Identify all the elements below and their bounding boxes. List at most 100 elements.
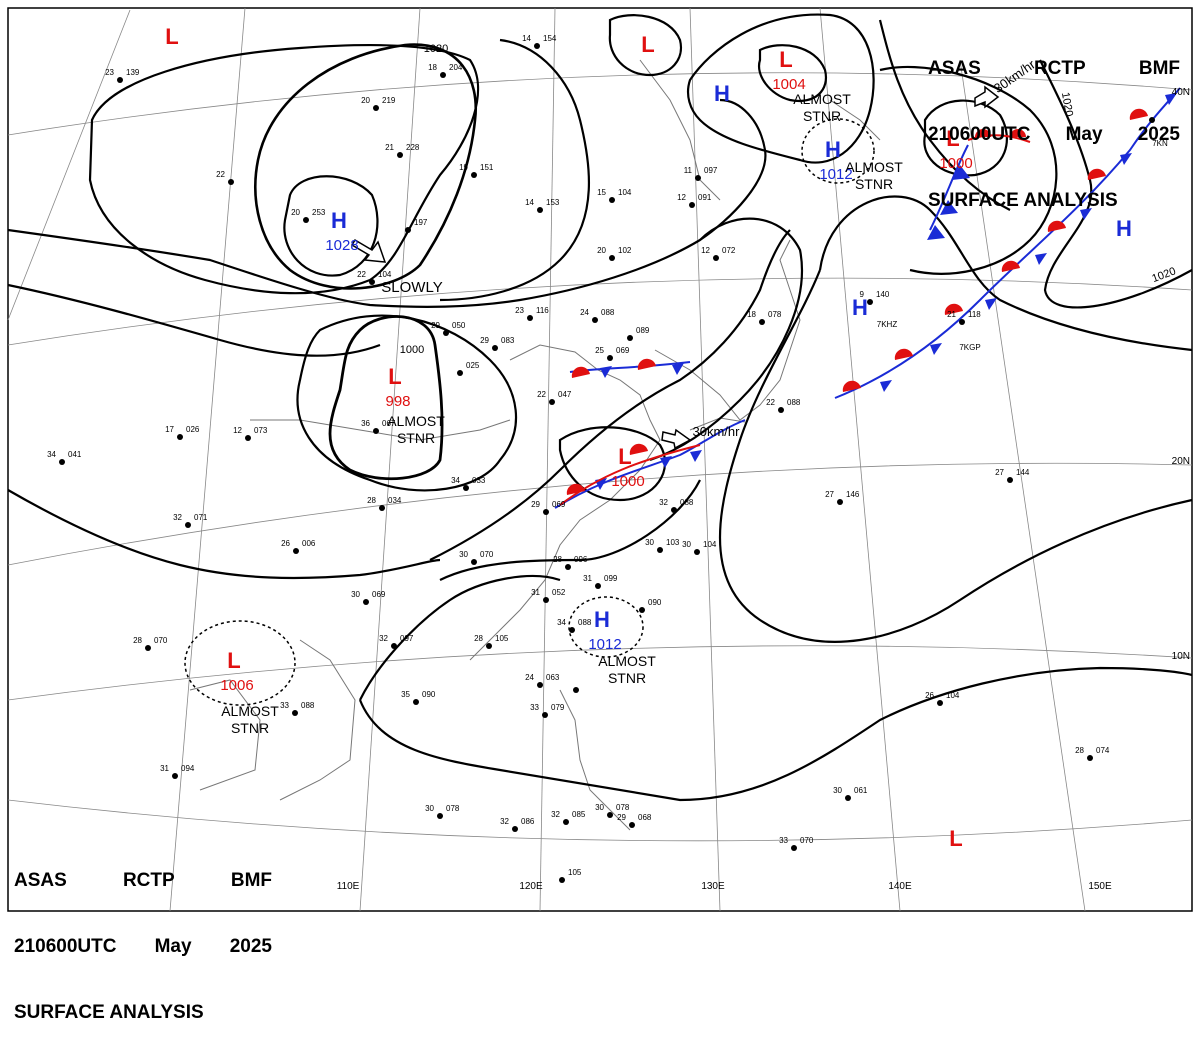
station-pressure: 088 <box>301 701 315 710</box>
station-temperature: 12 <box>233 426 242 435</box>
station-pressure: 118 <box>968 310 981 319</box>
station-temperature: 31 <box>160 764 169 773</box>
station-temperature: 24 <box>525 673 534 682</box>
station-temperature: 30 <box>645 538 654 547</box>
longitude-label: 150E <box>1088 881 1112 892</box>
station-pressure: 116 <box>536 306 549 315</box>
station-temperature: 33 <box>530 703 539 712</box>
station-pressure: 063 <box>546 673 560 682</box>
low-center: L <box>946 126 959 151</box>
station-pressure: 085 <box>572 810 586 819</box>
low-center: L <box>618 444 631 469</box>
header-agency: ASAS <box>14 870 67 891</box>
station-temperature: 30 <box>351 590 360 599</box>
center-pressure-value: 1006 <box>220 677 253 694</box>
station-pressure: 154 <box>543 34 557 43</box>
station-pressure: 197 <box>414 218 428 227</box>
station-pressure: 099 <box>604 574 618 583</box>
station-pressure: 052 <box>552 588 566 597</box>
cold-fronts <box>554 87 1181 509</box>
longitude-label: 130E <box>701 881 725 892</box>
station-pressure: 069 <box>616 346 630 355</box>
longitude-gridlines <box>7 7 1086 912</box>
station-pressure: 091 <box>698 193 712 202</box>
station-temperature: 23 <box>515 306 524 315</box>
station-pressure: 088 <box>787 398 801 407</box>
station-temperature: 22 <box>766 398 775 407</box>
station-pressure: 078 <box>446 804 460 813</box>
stationary-annotation: ALMOST <box>598 653 656 669</box>
station-temperature: 34 <box>451 476 460 485</box>
station-pressure: 025 <box>466 361 480 370</box>
station-temperature: 26 <box>925 691 934 700</box>
station-pressure: 086 <box>521 817 535 826</box>
station-pressure: 104 <box>618 188 632 197</box>
warm-front-semicircles <box>566 108 1148 495</box>
low-center: L <box>949 826 962 851</box>
longitude-label: 110E <box>337 881 360 892</box>
station-pressure: 083 <box>501 336 515 345</box>
latitude-label: 20N <box>1172 456 1190 467</box>
weather-map: L L L 1004 H H 1012 L 1000 H 1028 L 998 H H L 1000 H 1012 L… <box>7 7 1193 912</box>
header-time: 210600UTC <box>928 124 1031 145</box>
station-temperature: 28 <box>367 496 376 505</box>
station-pressure: 034 <box>388 496 402 505</box>
isobar-label: 1020 <box>1059 91 1075 117</box>
map-border <box>7 7 1193 912</box>
isobars <box>7 13 1193 802</box>
low-center: L <box>641 32 654 57</box>
station-temperature: 23 <box>105 68 114 77</box>
stationary-annotation: ALMOST <box>793 91 851 107</box>
center-pressure-value: 1000 <box>939 155 972 172</box>
station-temperature: 11 <box>684 166 693 175</box>
stationary-annotation: STNR <box>397 430 435 446</box>
station-temperature: 21 <box>947 310 956 319</box>
stationary-annotation: ALMOST <box>387 413 445 429</box>
station-pressure: 139 <box>126 68 140 77</box>
station-temperature: 32 <box>379 634 388 643</box>
center-pressure-value: 1004 <box>772 76 805 93</box>
station-temperature: 28 <box>553 555 562 564</box>
station-temperature: 29 <box>531 500 540 509</box>
header-month: May <box>1065 124 1103 145</box>
station-temperature: 22 <box>537 390 546 399</box>
high-center: H <box>331 208 347 233</box>
header-code: BMF <box>1138 58 1180 79</box>
stationary-annotation: STNR <box>231 720 269 736</box>
cold-front-triangles <box>595 93 1177 490</box>
station-temperature: 30 <box>682 540 691 549</box>
station-pressure: 204 <box>449 63 463 72</box>
motion-label: SLOWLY <box>381 279 442 296</box>
station-pressure: 228 <box>406 143 420 152</box>
station-pressure: 094 <box>181 764 195 773</box>
station-pressure: 253 <box>312 208 326 217</box>
isobar-label: 1020 <box>1150 265 1177 285</box>
station-temperature: 32 <box>500 817 509 826</box>
station-temperature: 26 <box>281 539 290 548</box>
header-time: 210600UTC <box>14 936 117 957</box>
station-pressure: 078 <box>768 310 782 319</box>
station-temperature: 29 <box>480 336 489 345</box>
station-temperature: 30 <box>425 804 434 813</box>
station-pressure: 006 <box>302 539 316 548</box>
station-temperature: 12 <box>701 246 710 255</box>
ship-id: 7KHZ <box>877 320 898 329</box>
station-temperature: 20 <box>291 208 300 217</box>
station-pressure: 061 <box>854 786 868 795</box>
station-pressure: 088 <box>680 498 694 507</box>
station-pressure: 102 <box>618 246 632 255</box>
ship-id: 7KGP <box>959 343 980 352</box>
motion-label: 30km/hr <box>693 424 741 439</box>
station-temperature: 33 <box>779 836 788 845</box>
station-pressure: 153 <box>546 198 560 207</box>
station-temperature: 18 <box>428 63 437 72</box>
station-temperature: 27 <box>995 468 1004 477</box>
center-pressure-value: 1028 <box>325 237 358 254</box>
station-temperature: 15 <box>597 188 606 197</box>
station-temperature: 30 <box>833 786 842 795</box>
header-center: RCTP <box>1033 58 1086 79</box>
center-pressure-value: 998 <box>385 393 410 410</box>
station-pressure: 146 <box>846 490 860 499</box>
station-temperature: 9 <box>860 290 865 299</box>
station-temperature: 22 <box>357 270 366 279</box>
